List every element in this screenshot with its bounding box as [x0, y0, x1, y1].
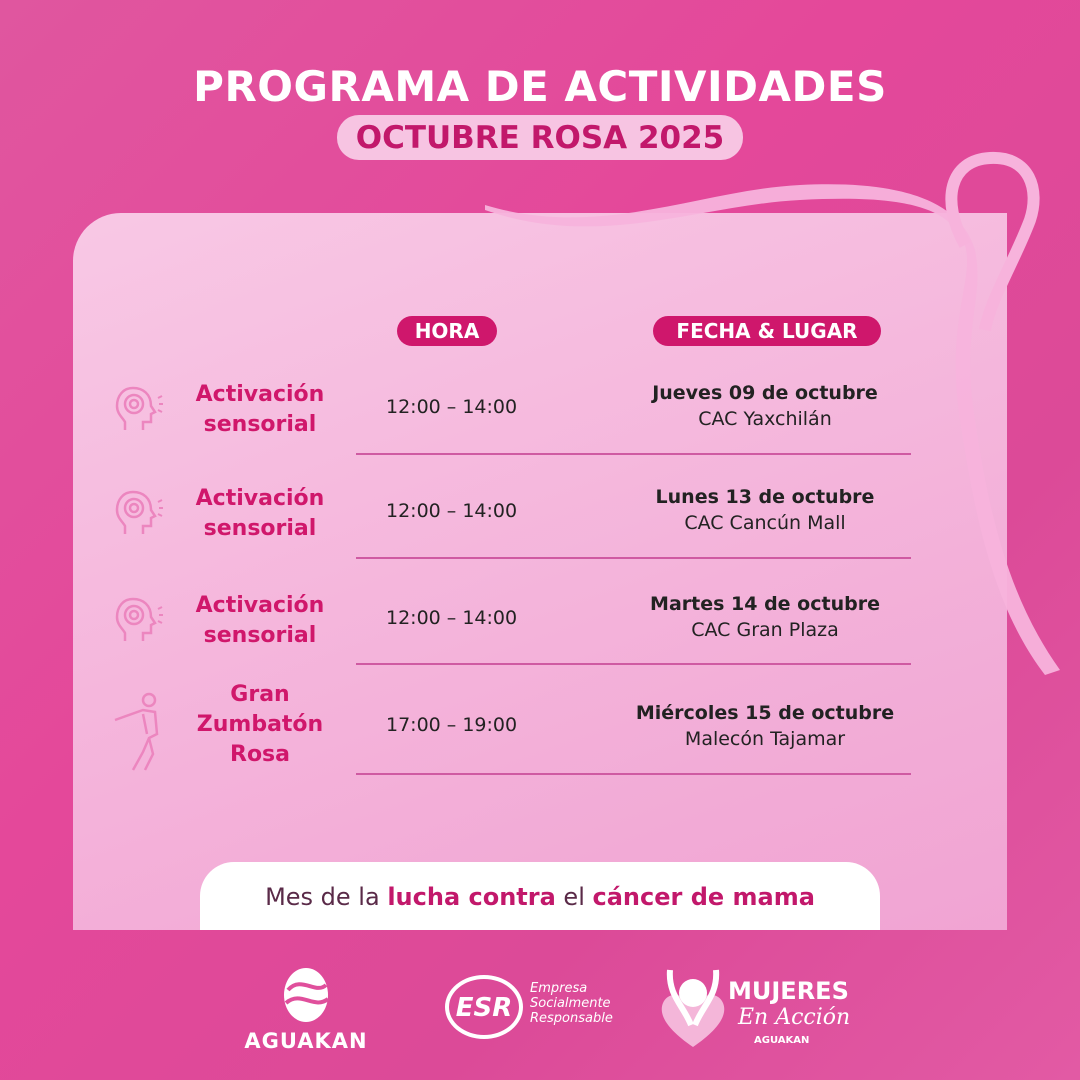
banner-bold: lucha contra [387, 883, 556, 911]
row-divider [356, 663, 911, 665]
subtitle-pill: OCTUBRE ROSA 2025 [337, 115, 743, 160]
activity-date-place: Jueves 09 de octubre CAC Yaxchilán [652, 382, 878, 430]
activity-time: 12:00 – 14:00 [386, 500, 518, 522]
activity-time: 12:00 – 14:00 [386, 607, 518, 629]
en-accion-label: En Acción [738, 1005, 851, 1030]
activity-name: Activación sensorial [195, 593, 325, 648]
esr-text: Empresa Socialmente Responsable [530, 981, 613, 1026]
head-sensory-icon [113, 384, 165, 436]
row-divider [356, 557, 911, 559]
row-divider [356, 453, 911, 455]
aguakan-logo: AGUAKAN [228, 965, 384, 1053]
aguakan-label: AGUAKAN [244, 1029, 368, 1053]
activity-date-place: Lunes 13 de octubre CAC Cancún Mall [655, 486, 875, 534]
banner-bold: cáncer de mama [592, 883, 815, 911]
mujeres-sub-label: AGUAKAN [754, 1035, 810, 1046]
activity-name: Gran Zumbatón Rosa [196, 682, 324, 767]
head-sensory-icon [113, 488, 165, 540]
esr-logo: ESR Empresa Socialmente Responsable [445, 975, 655, 1045]
column-header-fecha-lugar: FECHA & LUGAR [653, 316, 881, 346]
esr-badge: ESR [445, 975, 523, 1039]
banner-text: el [555, 883, 593, 911]
activity-time: 17:00 – 19:00 [386, 714, 518, 736]
head-sensory-icon [113, 595, 165, 647]
activity-name: Activación sensorial [195, 382, 325, 437]
aguakan-wave-icon [284, 968, 330, 1022]
activity-date-place: Miércoles 15 de octubre Malecón Tajamar [635, 702, 895, 750]
woman-heart-icon [661, 969, 725, 1047]
row-divider [356, 773, 911, 775]
activity-name: Activación sensorial [195, 486, 325, 541]
page-title: PROGRAMA DE ACTIVIDADES [193, 62, 887, 111]
activity-date-place: Martes 14 de octubre CAC Gran Plaza [650, 593, 880, 641]
activity-time: 12:00 – 14:00 [386, 396, 518, 418]
mujeres-label: MUJERES [728, 977, 849, 1005]
column-header-hora: HORA [397, 316, 497, 346]
dancer-icon [113, 690, 165, 771]
mujeres-en-accion-logo: MUJERES En Acción AGUAKAN [658, 965, 858, 1055]
awareness-banner: Mes de la lucha contra el cáncer de mama [200, 862, 880, 930]
banner-text: Mes de la [265, 883, 388, 911]
